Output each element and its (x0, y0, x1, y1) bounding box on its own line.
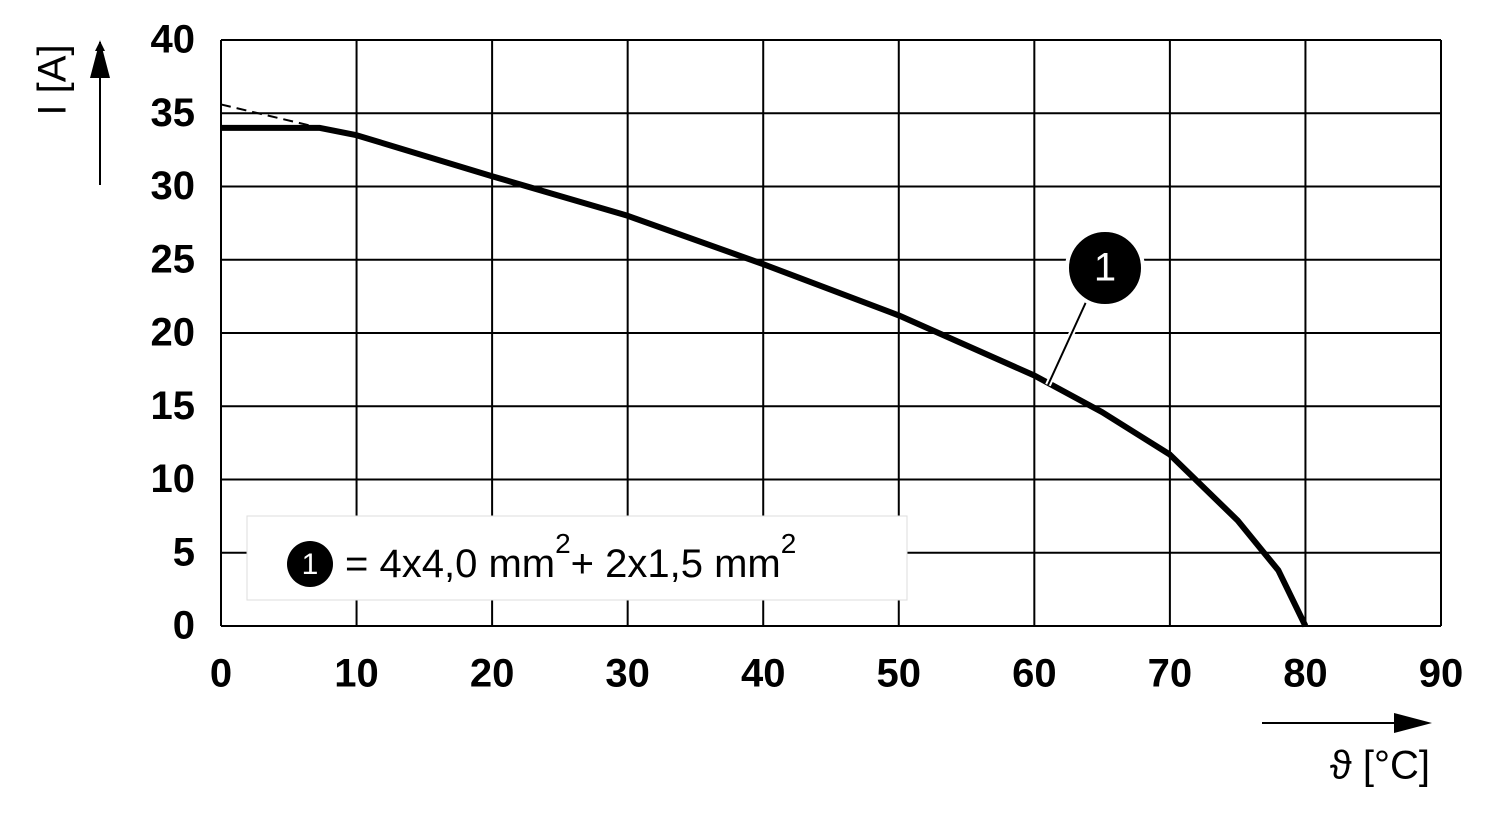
x-tick-label: 50 (877, 652, 922, 696)
dashed-line (220, 103, 321, 129)
x-tick-label: 70 (1148, 652, 1193, 696)
x-tick-label: 10 (334, 652, 379, 696)
legend-marker-label: 1 (302, 548, 319, 581)
legend-part: + 2x1,5 mm (571, 542, 781, 586)
legend-box (246, 515, 908, 601)
y-tick-label: 15 (151, 384, 196, 428)
y-tick-label: 40 (151, 18, 196, 62)
y-axis-label: I [A] (31, 44, 75, 115)
y-tick-label: 20 (151, 311, 196, 355)
legend-superscript: 2 (555, 528, 571, 559)
y-tick-label: 25 (151, 237, 196, 281)
x-tick-label: 20 (470, 652, 515, 696)
callout-label: 1 (1094, 246, 1116, 290)
legend-marker (287, 541, 333, 587)
y-tick-label: 30 (151, 164, 196, 208)
legend-text: = 4x4,0 mm2+ 2x1,5 mm2 (345, 528, 796, 585)
y-tick-label: 5 (173, 530, 195, 574)
x-tick-label: 80 (1283, 652, 1328, 696)
x-tick-label: 90 (1419, 652, 1464, 696)
x-axis-label: ϑ [°C] (1330, 744, 1430, 788)
legend-part: = 4x4,0 mm (345, 542, 555, 586)
y-tick-label: 35 (151, 91, 196, 135)
x-tick-label: 40 (741, 652, 786, 696)
callout-badge (1065, 228, 1145, 308)
x-tick-label: 30 (605, 652, 650, 696)
x-tick-label: 60 (1012, 652, 1057, 696)
callout-leader (1047, 301, 1087, 386)
y-arrowhead (90, 40, 110, 78)
data-line (221, 124, 1309, 628)
y-tick-label: 10 (151, 457, 196, 501)
legend-superscript: 2 (781, 528, 797, 559)
y-tick-label: 0 (173, 604, 195, 648)
x-tick-label: 0 (210, 652, 232, 696)
x-arrowhead (1394, 713, 1432, 733)
